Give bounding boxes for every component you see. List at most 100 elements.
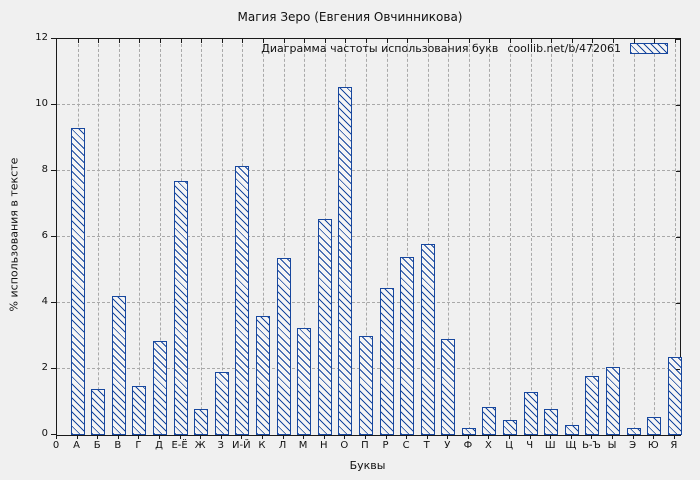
y-tick-mark	[51, 367, 56, 369]
bar-Е-Ё	[173, 180, 188, 435]
bar-З	[214, 372, 229, 435]
gridline-vertical	[592, 39, 594, 435]
x-tick-mark	[509, 435, 511, 439]
gridline-vertical	[448, 39, 450, 435]
x-tick-label: Я	[670, 440, 678, 451]
x-tick-mark	[158, 435, 160, 439]
x-tick-mark-top	[489, 39, 491, 43]
x-tick-label: Ы	[607, 440, 617, 451]
gridline-horizontal	[57, 236, 680, 237]
x-tick-mark-top	[242, 39, 244, 43]
y-tick-label: 4	[41, 296, 48, 307]
x-tick-label: Б	[93, 440, 101, 451]
bar-Щ	[564, 425, 579, 435]
x-tick-label: Ч	[526, 440, 534, 451]
chart-title: Магия Зеро (Евгения Овчинникова)	[237, 10, 463, 24]
y-tick-label: 6	[41, 230, 48, 241]
x-tick-mark	[426, 435, 428, 439]
gridline-horizontal	[57, 104, 680, 105]
x-tick-label: Д	[155, 440, 163, 451]
x-tick-mark-top	[427, 39, 429, 43]
gridline-vertical	[468, 39, 470, 435]
gridline-vertical	[221, 39, 223, 435]
x-tick-mark-top	[448, 39, 450, 43]
x-tick-label: Е-Ё	[171, 440, 188, 451]
gridline-vertical	[489, 39, 491, 435]
y-tick-mark	[51, 37, 56, 39]
x-axis-title: Буквы	[349, 459, 386, 472]
gridline-vertical	[571, 39, 573, 435]
y-tick-label: 12	[35, 32, 48, 43]
x-tick-mark	[344, 435, 346, 439]
x-tick-label: Ж	[194, 440, 206, 451]
x-tick-mark-top	[571, 39, 573, 43]
x-tick-label: Л	[278, 440, 287, 451]
x-tick-mark-top	[159, 39, 161, 43]
bar-К	[255, 316, 270, 435]
x-tick-mark-top	[304, 39, 306, 43]
x-tick-mark	[488, 435, 490, 439]
y-tick-label: 8	[41, 164, 48, 175]
bar-М	[297, 327, 312, 435]
x-tick-mark-top	[345, 39, 347, 43]
x-tick-mark	[241, 435, 243, 439]
gridline-vertical	[304, 39, 306, 435]
bar-Ш	[544, 408, 559, 435]
bar-У	[441, 339, 456, 435]
bar-Г	[132, 385, 147, 435]
bar-Ь-Ъ	[585, 375, 600, 435]
x-tick-mark	[467, 435, 469, 439]
gridline-vertical	[407, 39, 409, 435]
x-tick-mark-top	[510, 39, 512, 43]
x-tick-label: О	[340, 440, 349, 451]
x-tick-mark-top	[180, 39, 182, 43]
y-tick-mark	[51, 169, 56, 171]
x-tick-mark-top	[221, 39, 223, 43]
y-tick-mark-right	[676, 104, 680, 106]
bar-Ы	[606, 367, 621, 435]
x-tick-label: У	[444, 440, 451, 451]
x-tick-mark-top	[633, 39, 635, 43]
x-tick-mark	[97, 435, 99, 439]
bar-Ч	[523, 392, 538, 435]
y-tick-label: 10	[35, 98, 48, 109]
gridline-vertical	[118, 39, 120, 435]
x-tick-label: З	[217, 440, 224, 451]
x-tick-mark-top	[674, 39, 676, 43]
x-tick-mark-top	[118, 39, 120, 43]
y-tick-mark	[51, 433, 56, 435]
y-tick-mark-right	[676, 170, 680, 172]
gridline-vertical	[633, 39, 635, 435]
gridline-vertical	[551, 39, 553, 435]
x-tick-mark	[261, 435, 263, 439]
x-tick-label: Ш	[544, 440, 556, 451]
x-tick-label: К	[258, 440, 266, 451]
x-tick-label: И-Й	[232, 440, 251, 451]
bar-Р	[379, 288, 394, 435]
x-tick-mark	[282, 435, 284, 439]
gridline-vertical	[98, 39, 100, 435]
bar-А	[70, 128, 85, 435]
y-tick-label: 2	[41, 362, 48, 373]
x-tick-mark	[612, 435, 614, 439]
legend-label: Диаграмма частоты использования букв	[261, 42, 499, 55]
gridline-horizontal	[57, 170, 680, 171]
bar-Ц	[503, 420, 518, 435]
bar-Т	[420, 243, 435, 435]
bar-Ж	[194, 408, 209, 435]
bar-Ф	[461, 428, 476, 435]
x-tick-label: Ю	[647, 440, 659, 451]
bar-Э	[626, 428, 641, 435]
y-tick-mark-right	[676, 38, 680, 40]
x-tick-mark-top	[77, 39, 79, 43]
x-tick-mark-top	[201, 39, 203, 43]
x-tick-mark	[550, 435, 552, 439]
x-tick-mark	[591, 435, 593, 439]
x-tick-mark-top	[283, 39, 285, 43]
x-tick-mark-top	[98, 39, 100, 43]
bar-Д	[152, 340, 167, 435]
gridline-vertical	[262, 39, 264, 435]
gridline-vertical	[139, 39, 141, 435]
gridline-vertical	[654, 39, 656, 435]
